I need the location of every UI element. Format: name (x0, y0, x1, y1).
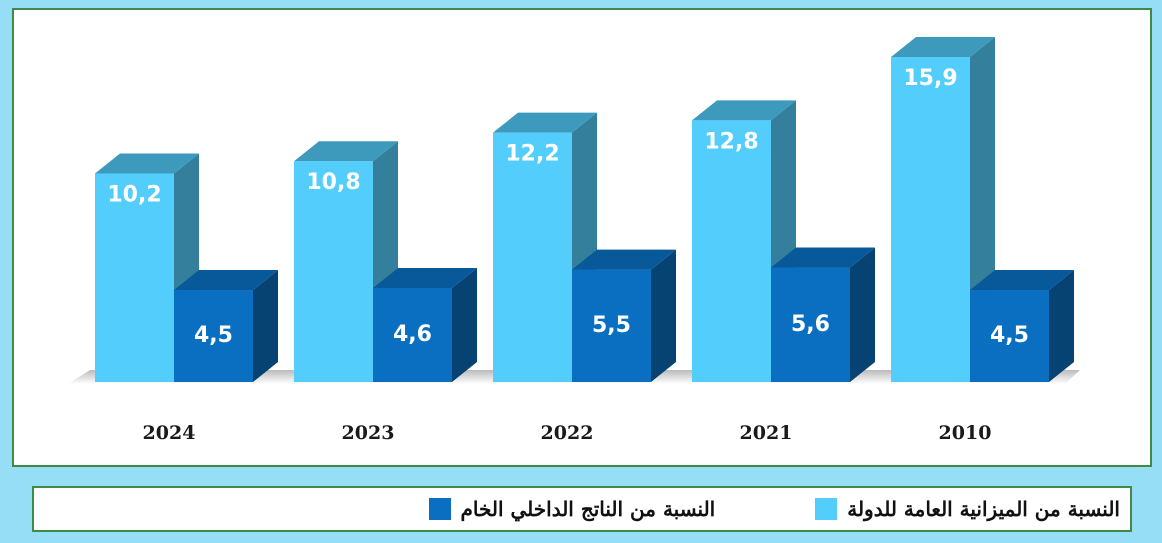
bar-top (692, 100, 796, 121)
legend-swatch (815, 498, 838, 520)
bar-top (174, 270, 278, 291)
bar-side (651, 249, 676, 382)
bar (692, 120, 771, 382)
bar (572, 269, 651, 382)
x-tick-label: 2023 (342, 422, 395, 444)
x-tick-label: 2021 (740, 422, 793, 444)
bar-top (572, 249, 676, 270)
x-tick-label: 2022 (541, 422, 594, 444)
bar (771, 267, 850, 382)
bar-top (95, 153, 199, 174)
bar-top (493, 112, 597, 133)
bar-side (253, 270, 278, 382)
value-label: 10,2 (107, 183, 161, 208)
value-label: 5,6 (791, 312, 830, 337)
value-label: 4,5 (194, 323, 233, 348)
bar (294, 161, 373, 382)
legend-swatch (428, 498, 451, 520)
bar (891, 57, 970, 382)
legend-label: النسبة من الناتج الداخلي الخام (460, 497, 716, 521)
x-tick-label: 2024 (143, 422, 196, 444)
legend-item: النسبة من الميزانية العامة للدولة (815, 497, 1120, 521)
bar-top (294, 141, 398, 162)
value-label: 5,5 (592, 313, 631, 338)
value-label: 15,9 (903, 66, 957, 91)
bar-side (1049, 270, 1074, 382)
bar (95, 173, 174, 382)
bar-top (373, 267, 477, 288)
bar-top (970, 270, 1074, 291)
bar-top (771, 247, 875, 268)
legend: النسبة من الميزانية العامة للدولة النسبة … (32, 486, 1132, 532)
chart: 10,2 4,5 2024 10,8 4,6 2023 12,2 5,5 2022 12,8 5,6… (68, 37, 1080, 444)
legend-label: النسبة من الميزانية العامة للدولة (847, 497, 1120, 521)
bar (970, 290, 1049, 382)
value-label: 12,8 (704, 129, 758, 154)
bar (493, 132, 572, 382)
legend-item: النسبة من الناتج الداخلي الخام (428, 497, 716, 521)
value-label: 12,2 (505, 142, 559, 167)
bar-side (452, 267, 477, 382)
x-tick-label: 2010 (939, 422, 992, 444)
bar-side (850, 247, 875, 382)
bar-top (891, 37, 995, 57)
value-label: 4,6 (393, 322, 432, 347)
value-label: 10,8 (306, 170, 360, 195)
bar (174, 290, 253, 382)
bar (373, 287, 452, 382)
value-label: 4,5 (990, 323, 1029, 348)
